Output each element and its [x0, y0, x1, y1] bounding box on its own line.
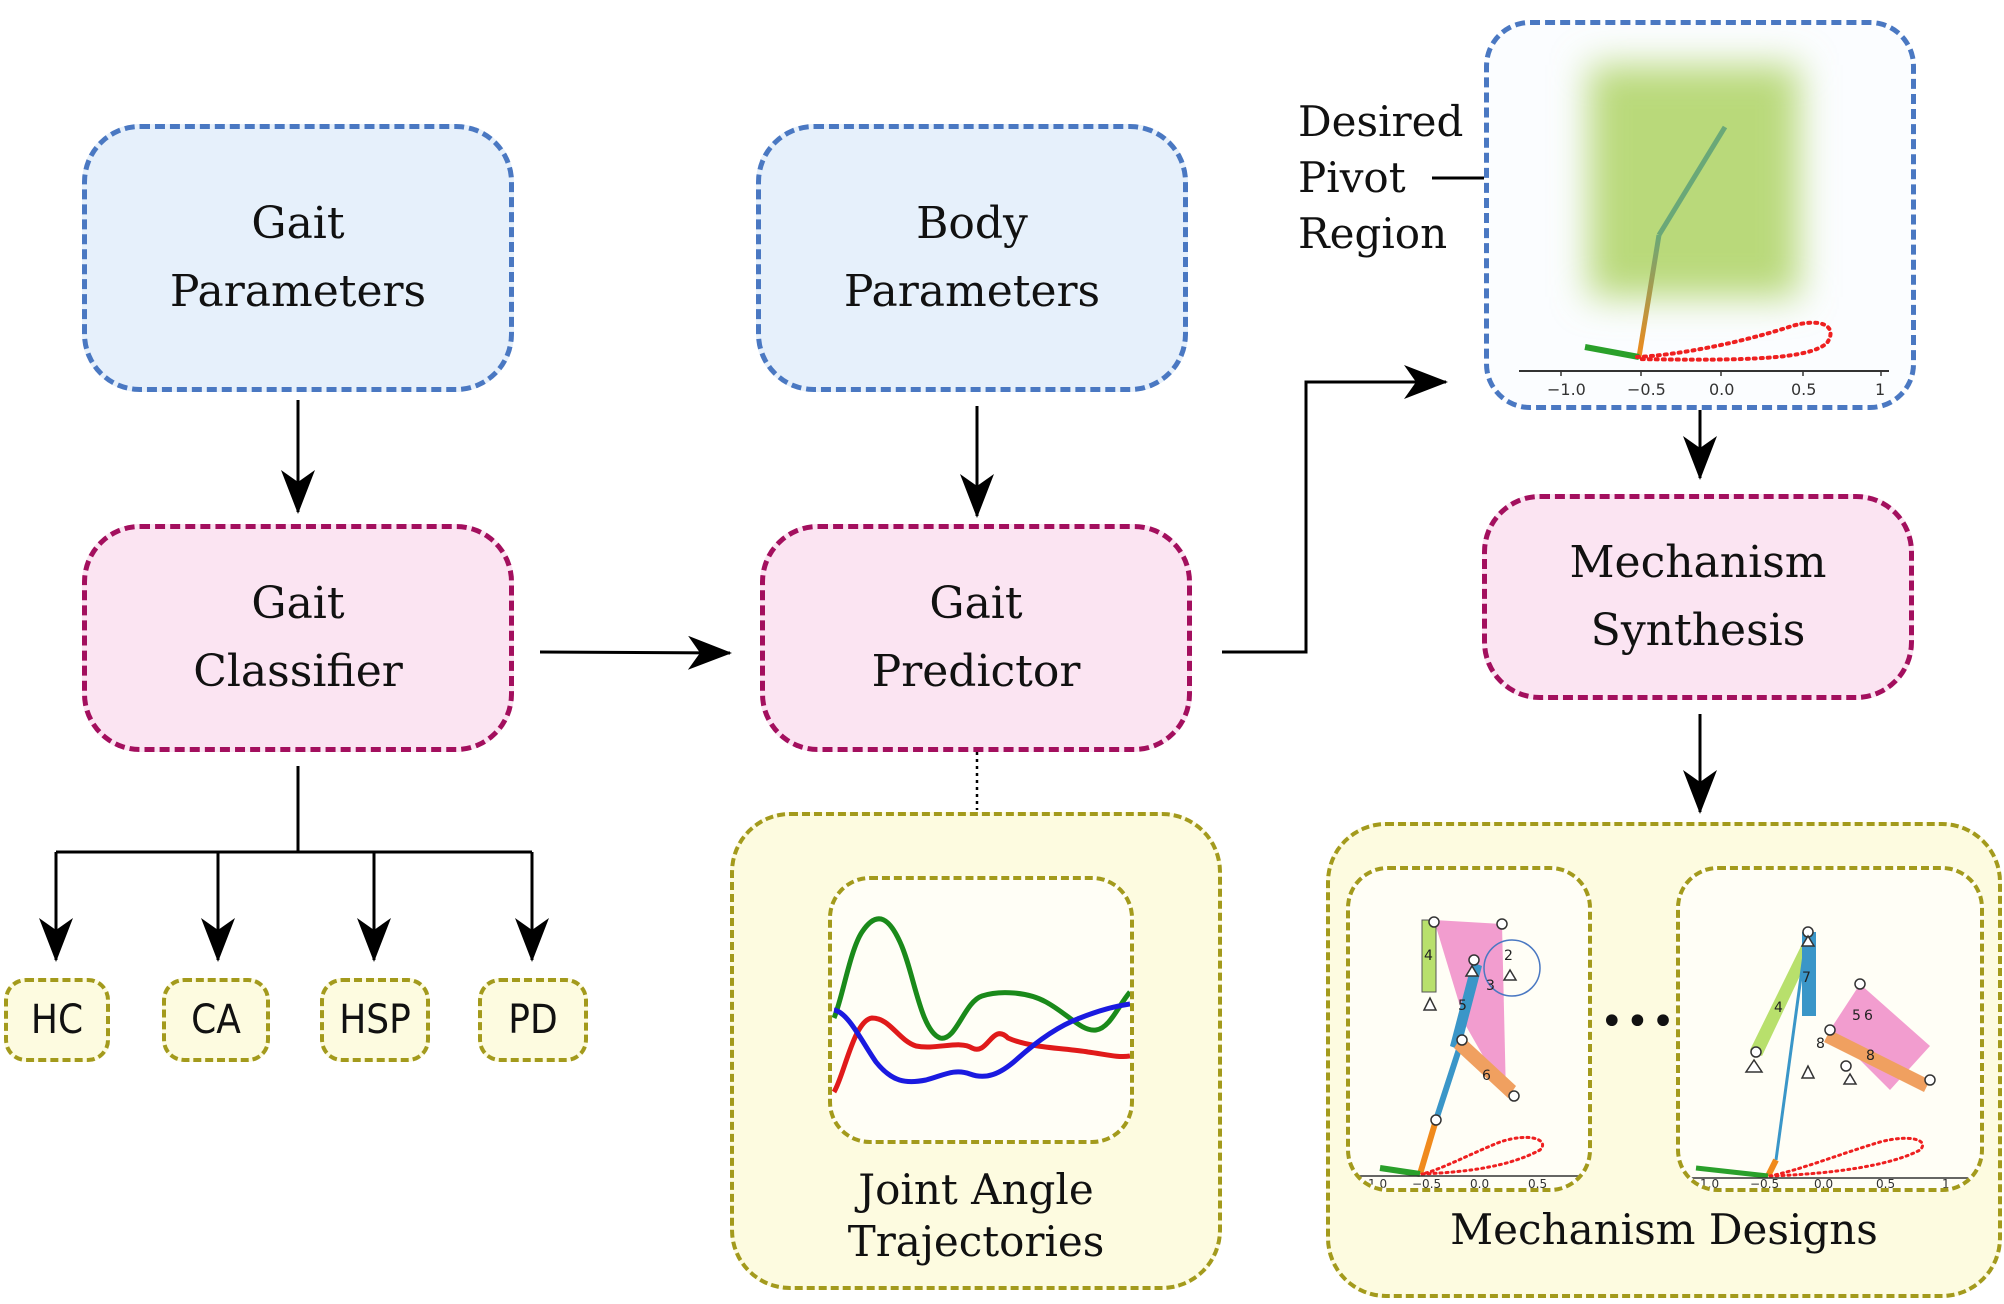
trajectory-2	[1768, 1136, 1924, 1178]
mechanism-synthesis-node: Mechanism Synthesis	[1482, 494, 1914, 700]
joint-angle-caption: Joint Angle Trajectories	[734, 1164, 1218, 1268]
pivot-region-panel: −1.0 −0.5 0.0 0.5 1	[1484, 20, 1916, 410]
class-label: CA	[191, 997, 241, 1043]
node-label: Gait	[251, 198, 345, 249]
gait-parameters-node: Gait Parameters	[82, 124, 514, 392]
class-pd: PD	[478, 978, 588, 1062]
curve-blue	[833, 1001, 1130, 1085]
joints	[1750, 926, 1936, 1086]
link-blue	[1774, 939, 1808, 1161]
link-green	[1379, 1165, 1421, 1177]
link-8	[1824, 1030, 1930, 1092]
link-6	[1454, 1036, 1516, 1098]
design-2-plot: 7 4 5 6 8 8 −1.0 −0.5 0.0 0.5 1	[1686, 926, 1976, 1188]
desired-pivot-label: Desired Pivot Region	[1298, 94, 1464, 262]
caption-line: Desired	[1298, 97, 1464, 146]
gait-classifier-node: Gait Classifier	[82, 524, 514, 752]
link-number: 8	[1866, 1048, 1875, 1064]
gait-predictor-node: Gait Predictor	[760, 524, 1192, 752]
class-label: PD	[508, 997, 558, 1043]
tick-label: −1.0	[1690, 1177, 1719, 1188]
link-number: 4	[1774, 1000, 1783, 1016]
link-number: 8	[1816, 1036, 1825, 1052]
class-ca: CA	[162, 978, 270, 1062]
link-number: 5	[1458, 998, 1467, 1014]
arrow-classifier-to-predictor	[539, 635, 732, 670]
ground-triangles	[1422, 964, 1518, 1011]
shank-link	[1636, 234, 1662, 358]
link-5	[1450, 962, 1482, 1050]
node-label: Gait	[251, 578, 345, 629]
class-label: HSP	[339, 997, 411, 1043]
tick-label: 0.5	[1528, 1177, 1547, 1188]
trajectory-plot-frame	[828, 876, 1134, 1144]
tick-label: −0.5	[1750, 1177, 1779, 1188]
tick-label: 1	[1875, 380, 1885, 399]
ellipsis: •••	[1600, 999, 1677, 1045]
node-label: Parameters	[843, 266, 1101, 317]
node-label: Gait	[929, 578, 1023, 629]
trajectory-plot	[832, 916, 1130, 1094]
body-parameters-node: Body Parameters	[756, 124, 1188, 392]
caption-line: Joint Angle	[858, 1165, 1094, 1214]
link-number: 4	[1424, 948, 1433, 964]
arrow-predictor-to-pivot-plot	[1222, 365, 1448, 654]
crank-circle	[1483, 939, 1541, 997]
x-ticks	[1560, 371, 1882, 376]
node-label: Mechanism	[1569, 537, 1827, 588]
mechanism-designs-panel: 4 5 3 6 2 −1.0 −0.5 0.0 0.5 •••	[1326, 822, 2002, 1298]
link-number: 5	[1852, 1008, 1861, 1024]
link-number: 6	[1482, 1068, 1491, 1084]
tick-label: −0.5	[1627, 380, 1666, 399]
caption-line: Region	[1298, 209, 1448, 258]
joints	[1428, 916, 1520, 1126]
caption-line: Trajectories	[847, 1217, 1105, 1266]
link-number: 3	[1486, 978, 1495, 994]
caption-line: Pivot	[1298, 153, 1406, 202]
tick-label: −1.0	[1547, 380, 1586, 399]
link-4	[1750, 936, 1816, 1056]
tick-label: 0.0	[1814, 1177, 1833, 1188]
link-green	[1695, 1165, 1769, 1179]
node-label: Parameters	[169, 266, 427, 317]
node-label: Synthesis	[1590, 605, 1806, 656]
class-hc: HC	[4, 978, 110, 1062]
link-orange	[1417, 1119, 1439, 1175]
foot-link	[1584, 344, 1640, 360]
link-blue-a	[1433, 1039, 1465, 1121]
pivot-region-plot: −1.0 −0.5 0.0 0.5 1	[1519, 65, 1889, 399]
mechanism-design-2: 7 4 5 6 8 8 −1.0 −0.5 0.0 0.5 1	[1676, 866, 1984, 1192]
link-orange	[1765, 1158, 1779, 1178]
node-label: Predictor	[871, 646, 1081, 697]
tick-label: 0.0	[1709, 380, 1734, 399]
design-1-plot: 4 5 3 6 2 −1.0 −0.5 0.0 0.5	[1356, 916, 1586, 1188]
mechanism-design-1: 4 5 3 6 2 −1.0 −0.5 0.0 0.5	[1346, 866, 1592, 1192]
class-hsp: HSP	[320, 978, 430, 1062]
trajectory-1	[1420, 1135, 1544, 1176]
node-label: Classifier	[193, 646, 403, 697]
foot-trajectory	[1635, 320, 1833, 362]
tick-label: 0.5	[1876, 1177, 1895, 1188]
tick-label: 1	[1942, 1177, 1950, 1188]
ground-triangles	[1744, 934, 1858, 1085]
thigh-link	[1656, 125, 1728, 237]
coupler-link	[1830, 984, 1930, 1090]
link-number: 7	[1802, 970, 1811, 986]
mechanism-designs-caption: Mechanism Designs	[1450, 1205, 1878, 1254]
tick-label: −0.5	[1412, 1177, 1441, 1188]
link-number: 6	[1864, 1008, 1873, 1024]
curve-green	[832, 916, 1130, 1041]
curve-red	[832, 1015, 1130, 1094]
node-label: Body	[916, 198, 1028, 249]
tick-label: −1.0	[1358, 1177, 1387, 1188]
joint-angle-trajectories-panel: Joint Angle Trajectories	[730, 812, 1222, 1290]
tick-label: 0.5	[1791, 380, 1816, 399]
class-label: HC	[30, 997, 84, 1043]
link-number: 2	[1504, 948, 1513, 964]
tick-label: 0.0	[1470, 1177, 1489, 1188]
